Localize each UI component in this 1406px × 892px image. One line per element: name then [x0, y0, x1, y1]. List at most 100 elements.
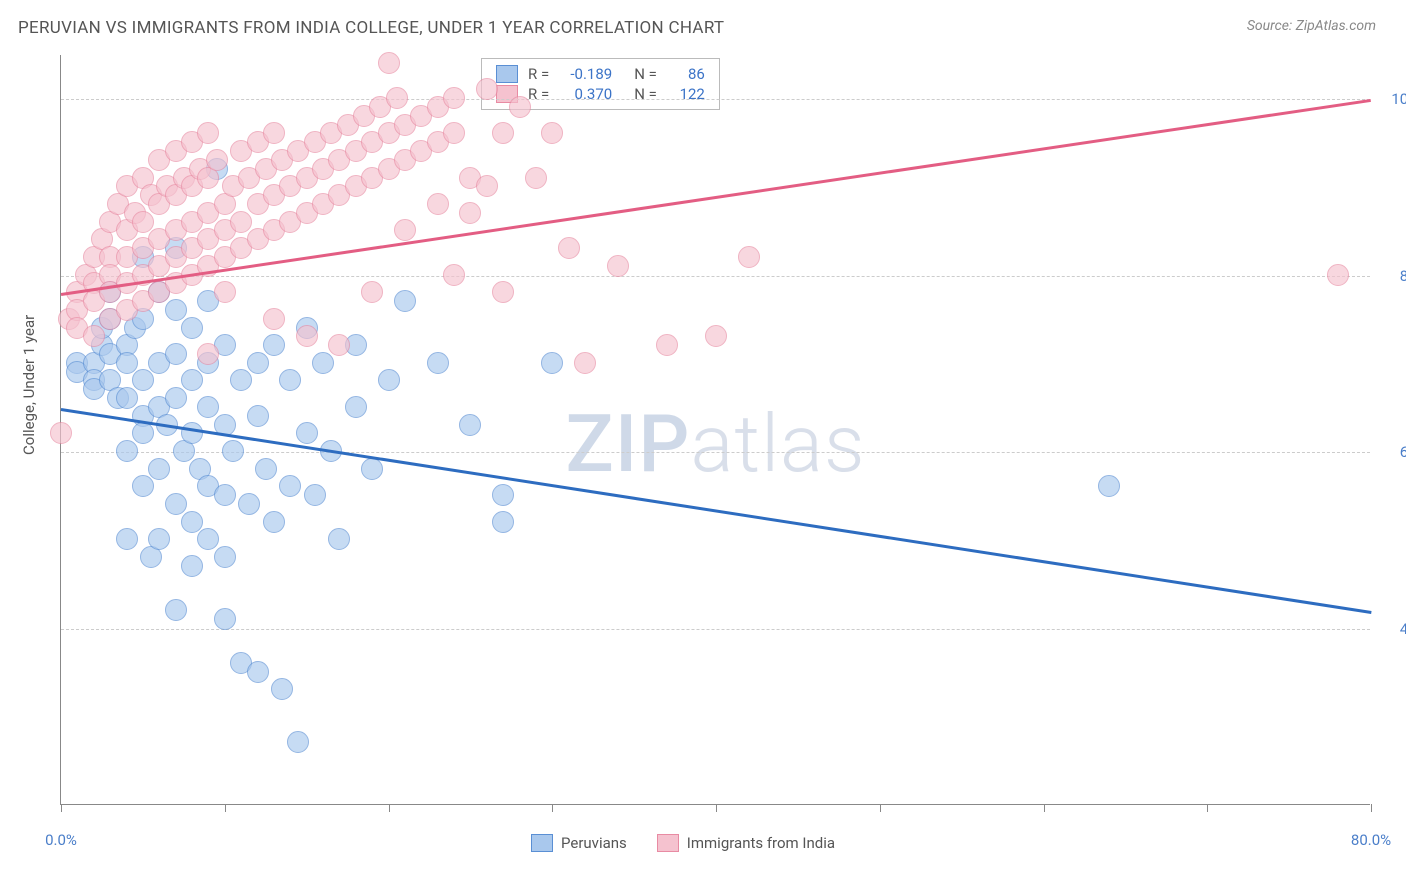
data-point: [165, 387, 187, 409]
data-point: [247, 352, 269, 374]
plot-region: ZIPatlas R =-0.189N =86R =0.370N =122 Pe…: [60, 55, 1370, 805]
data-point: [132, 211, 154, 233]
data-point: [214, 608, 236, 630]
data-point: [181, 317, 203, 339]
data-point: [378, 52, 400, 74]
data-point: [271, 678, 293, 700]
data-point: [525, 167, 547, 189]
legend-label: Immigrants from India: [687, 834, 835, 852]
data-point: [165, 343, 187, 365]
data-point: [263, 122, 285, 144]
data-point: [116, 440, 138, 462]
data-point: [132, 422, 154, 444]
data-point: [361, 281, 383, 303]
data-point: [132, 369, 154, 391]
data-point: [427, 352, 449, 374]
data-point: [181, 555, 203, 577]
x-tick: [61, 804, 62, 812]
x-tick-label: 0.0%: [45, 831, 77, 849]
y-axis-label: College, Under 1 year: [20, 315, 38, 455]
data-point: [165, 299, 187, 321]
data-point: [263, 334, 285, 356]
data-point: [230, 211, 252, 233]
x-tick: [552, 804, 553, 812]
chart-title: PERUVIAN VS IMMIGRANTS FROM INDIA COLLEG…: [18, 18, 724, 38]
data-point: [116, 528, 138, 550]
data-point: [247, 405, 269, 427]
data-point: [394, 219, 416, 241]
gridline: [61, 452, 1370, 453]
legend-label: Peruvians: [561, 834, 627, 852]
data-point: [541, 122, 563, 144]
chart-header: PERUVIAN VS IMMIGRANTS FROM INDIA COLLEG…: [0, 0, 1406, 48]
data-point: [558, 237, 580, 259]
y-tick-label: 100.0%: [1391, 90, 1406, 108]
data-point: [345, 396, 367, 418]
data-point: [492, 511, 514, 533]
stat-r-label: R =: [528, 85, 549, 103]
data-point: [1098, 475, 1120, 497]
series-swatch: [496, 65, 518, 83]
data-point: [214, 546, 236, 568]
data-point: [247, 661, 269, 683]
data-point: [181, 369, 203, 391]
y-tick-label: 80.0%: [1400, 267, 1406, 285]
data-point: [1327, 264, 1349, 286]
legend-swatch: [657, 834, 679, 852]
stat-n-label: N =: [634, 65, 657, 83]
data-point: [361, 458, 383, 480]
data-point: [181, 422, 203, 444]
stat-n-value: 86: [665, 65, 705, 83]
watermark: ZIPatlas: [566, 397, 866, 491]
legend-swatch: [531, 834, 553, 852]
stat-r-label: R =: [528, 65, 549, 83]
data-point: [238, 493, 260, 515]
x-tick-label: 80.0%: [1351, 831, 1391, 849]
data-point: [214, 484, 236, 506]
data-point: [607, 255, 629, 277]
data-point: [386, 87, 408, 109]
data-point: [296, 422, 318, 444]
stat-n-value: 122: [665, 85, 705, 103]
data-point: [279, 475, 301, 497]
data-point: [378, 369, 400, 391]
gridline: [61, 276, 1370, 277]
data-point: [443, 122, 465, 144]
data-point: [287, 731, 309, 753]
data-point: [263, 511, 285, 533]
x-tick: [716, 804, 717, 812]
data-point: [541, 352, 563, 374]
x-tick: [1207, 804, 1208, 812]
x-tick: [880, 804, 881, 812]
data-point: [304, 484, 326, 506]
data-point: [427, 193, 449, 215]
stats-row: R =-0.189N =86: [496, 65, 705, 83]
data-point: [165, 599, 187, 621]
data-point: [312, 352, 334, 374]
chart-area: College, Under 1 year ZIPatlas R =-0.189…: [50, 55, 1390, 875]
data-point: [296, 325, 318, 347]
data-point: [394, 290, 416, 312]
data-point: [656, 334, 678, 356]
data-point: [230, 369, 252, 391]
data-point: [116, 387, 138, 409]
data-point: [509, 96, 531, 118]
legend: Peruvians Immigrants from India: [531, 834, 835, 852]
data-point: [443, 87, 465, 109]
data-point: [328, 528, 350, 550]
data-point: [132, 475, 154, 497]
x-tick: [389, 804, 390, 812]
stat-r-value: 0.370: [557, 85, 612, 103]
data-point: [574, 352, 596, 374]
data-point: [492, 484, 514, 506]
data-point: [459, 202, 481, 224]
data-point: [50, 422, 72, 444]
watermark-zip: ZIP: [566, 397, 691, 491]
data-point: [705, 325, 727, 347]
data-point: [255, 458, 277, 480]
data-point: [116, 352, 138, 374]
gridline: [61, 99, 1370, 100]
data-point: [459, 414, 481, 436]
data-point: [222, 440, 244, 462]
data-point: [197, 343, 219, 365]
